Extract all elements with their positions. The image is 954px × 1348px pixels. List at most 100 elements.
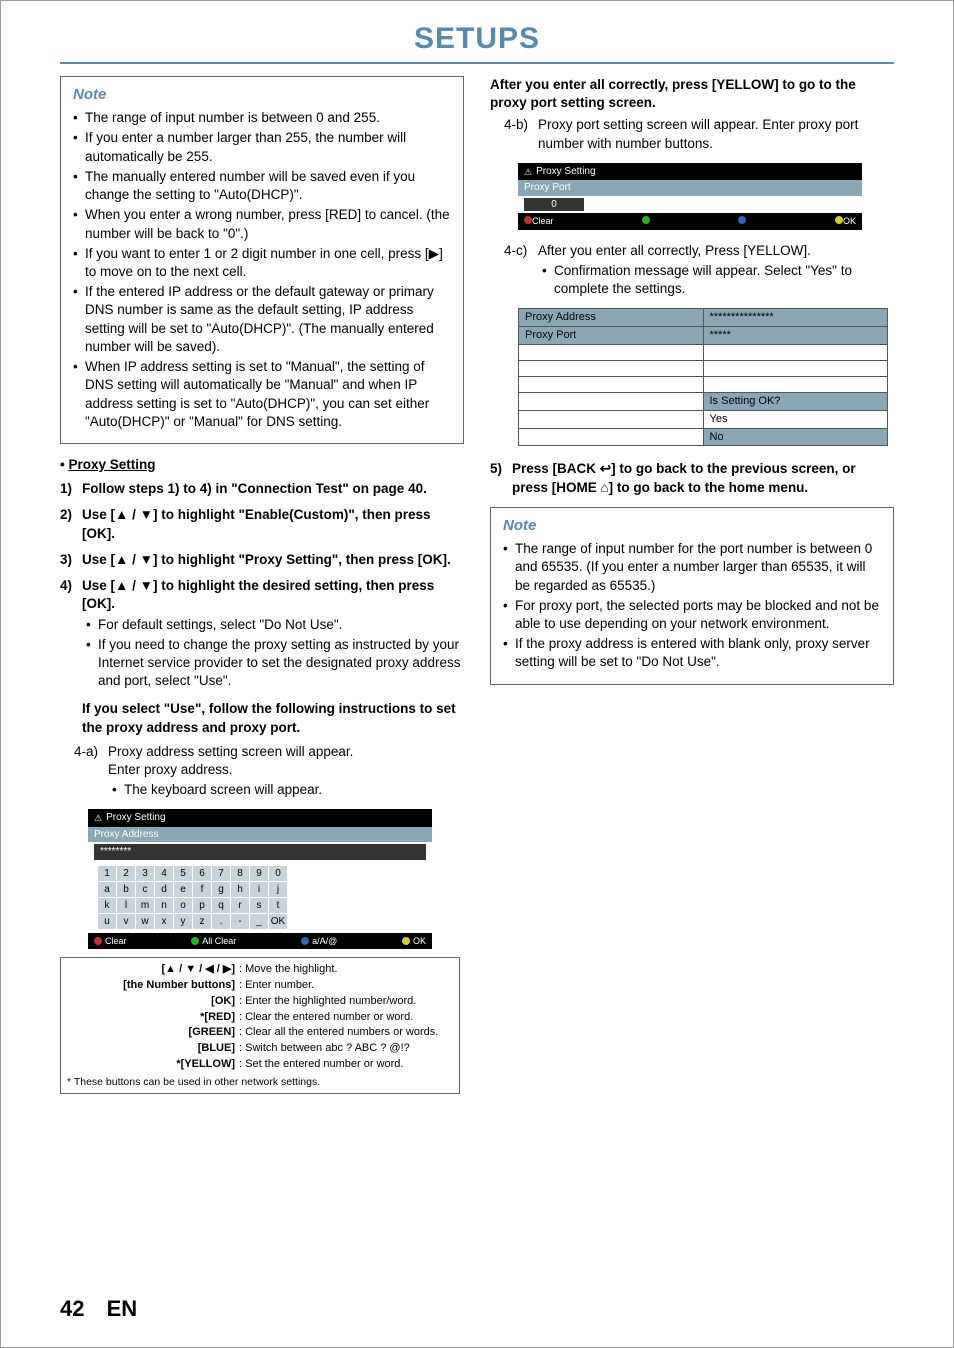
note-item: If you enter a number larger than 255, t…: [73, 129, 451, 165]
kbd-key: z: [193, 914, 211, 929]
legend-value: : Clear all the entered numbers or words…: [239, 1025, 453, 1040]
page-footer: 42 EN: [60, 1296, 137, 1322]
right-column: After you enter all correctly, press [YE…: [490, 76, 894, 1094]
kbd-key: 5: [174, 866, 192, 881]
red-dot-icon: [94, 937, 102, 945]
legend-value: : Clear the entered number or word.: [239, 1010, 453, 1025]
table-cell: [703, 376, 888, 392]
table-cell: [519, 360, 704, 376]
kbd-key: OK: [269, 914, 287, 929]
page-title: SETUPS: [60, 22, 894, 56]
legend-row: [▲ / ▼ / ◀ / ▶]: Move the highlight.: [67, 962, 453, 977]
step-1: 1) Follow steps 1) to 4) in "Connection …: [60, 480, 464, 498]
substep-label: 4-c): [504, 242, 538, 301]
table-row: Is Setting OK?: [519, 392, 888, 410]
table-cell: [703, 344, 888, 360]
red-dot-icon: [524, 216, 532, 224]
legend-box: [▲ / ▼ / ◀ / ▶]: Move the highlight.[the…: [60, 957, 460, 1094]
blue-dot-icon: [301, 937, 309, 945]
note-item: If the proxy address is entered with bla…: [503, 635, 881, 671]
pp-value: 0: [524, 198, 584, 212]
legend-value: : Move the highlight.: [239, 962, 453, 977]
kbd-key: 4: [155, 866, 173, 881]
green-dot-icon: [191, 937, 199, 945]
substep-text: After you enter all correctly, Press [YE…: [538, 242, 894, 260]
table-row: Yes: [519, 410, 888, 428]
legend-footnote: * These buttons can be used in other net…: [67, 1075, 453, 1089]
legend-row: [the Number buttons]: Enter number.: [67, 978, 453, 993]
kbd-key: 0: [269, 866, 287, 881]
yellow-dot-icon: [402, 937, 410, 945]
substep-bullet: Confirmation message will appear. Select…: [542, 262, 894, 298]
kbd-key: 3: [136, 866, 154, 881]
table-cell: [703, 360, 888, 376]
table-cell: [519, 428, 704, 446]
kbd-key: l: [117, 898, 135, 913]
substep-text: Proxy port setting screen will appear. E…: [538, 116, 894, 152]
kbd-key: -: [231, 914, 249, 929]
substep-bullet: The keyboard screen will appear.: [112, 781, 464, 799]
pp-footer: Clear OK: [518, 213, 862, 229]
warning-icon: ⚠: [94, 812, 102, 824]
table-cell: [519, 344, 704, 360]
kbd-key: k: [98, 898, 116, 913]
step-2: 2) Use [▲ / ▼] to highlight "Enable(Cust…: [60, 506, 464, 542]
table-cell: Proxy Address: [519, 309, 704, 327]
table-cell: [519, 376, 704, 392]
note-list: The range of input number for the port n…: [503, 540, 881, 672]
note-item: If you want to enter 1 or 2 digit number…: [73, 245, 451, 281]
table-cell: [519, 410, 704, 428]
kbd-key: .: [212, 914, 230, 929]
legend-key: [▲ / ▼ / ◀ / ▶]: [67, 962, 239, 977]
table-cell: *****: [703, 327, 888, 345]
kbd-key: u: [98, 914, 116, 929]
kbd-input-field: ********: [94, 844, 426, 860]
page-number: 42: [60, 1296, 84, 1321]
legend-row: *[YELLOW]: Set the entered number or wor…: [67, 1057, 453, 1072]
legend-value: : Enter number.: [239, 978, 453, 993]
substep-text: Enter proxy address.: [108, 761, 464, 779]
table-row: [519, 344, 888, 360]
note-item: The manually entered number will be save…: [73, 168, 451, 204]
kbd-key: e: [174, 882, 192, 897]
kbd-key: 1: [98, 866, 116, 881]
kbd-key: o: [174, 898, 192, 913]
substep-bullet-list: Confirmation message will appear. Select…: [542, 262, 894, 298]
legend-value: : Set the entered number or word.: [239, 1057, 453, 1072]
step-text: Use [▲ / ▼] to highlight the desired set…: [82, 578, 434, 611]
proxy-setting-heading: • Proxy Setting: [60, 456, 464, 474]
table-cell: No: [703, 428, 888, 446]
kbd-key: 9: [250, 866, 268, 881]
pp-titlebar: ⚠Proxy Setting: [518, 163, 862, 181]
note-title: Note: [503, 516, 881, 536]
note-title: Note: [73, 85, 451, 105]
kbd-key: t: [269, 898, 287, 913]
legend-key: [GREEN]: [67, 1025, 239, 1040]
legend-row: [GREEN]: Clear all the entered numbers o…: [67, 1025, 453, 1040]
kbd-key: _: [250, 914, 268, 929]
kbd-key: p: [193, 898, 211, 913]
table-row: [519, 360, 888, 376]
table-cell: Proxy Port: [519, 327, 704, 345]
step-number: 4): [60, 577, 82, 692]
substep-4b: 4-b) Proxy port setting screen will appe…: [504, 116, 894, 152]
legend-key: *[RED]: [67, 1010, 239, 1025]
step-4-followup: If you select "Use", follow the followin…: [82, 700, 464, 736]
keyboard-panel: ⚠Proxy Setting Proxy Address ******** 12…: [88, 809, 432, 949]
kbd-key: 6: [193, 866, 211, 881]
step-4: 4) Use [▲ / ▼] to highlight the desired …: [60, 577, 464, 692]
yellow-dot-icon: [835, 216, 843, 224]
note-item: When you enter a wrong number, press [RE…: [73, 206, 451, 242]
step-number: 3): [60, 551, 82, 569]
kbd-key: a: [98, 882, 116, 897]
substep-label: 4-a): [74, 743, 108, 802]
note-item: The range of input number for the port n…: [503, 540, 881, 595]
kbd-key: y: [174, 914, 192, 929]
step-text: Follow steps 1) to 4) in "Connection Tes…: [82, 481, 427, 496]
legend-key: [BLUE]: [67, 1041, 239, 1056]
kbd-key: h: [231, 882, 249, 897]
kbd-key: c: [136, 882, 154, 897]
kbd-key: 8: [231, 866, 249, 881]
kbd-key: 7: [212, 866, 230, 881]
substep-4a: 4-a) Proxy address setting screen will a…: [74, 743, 464, 802]
